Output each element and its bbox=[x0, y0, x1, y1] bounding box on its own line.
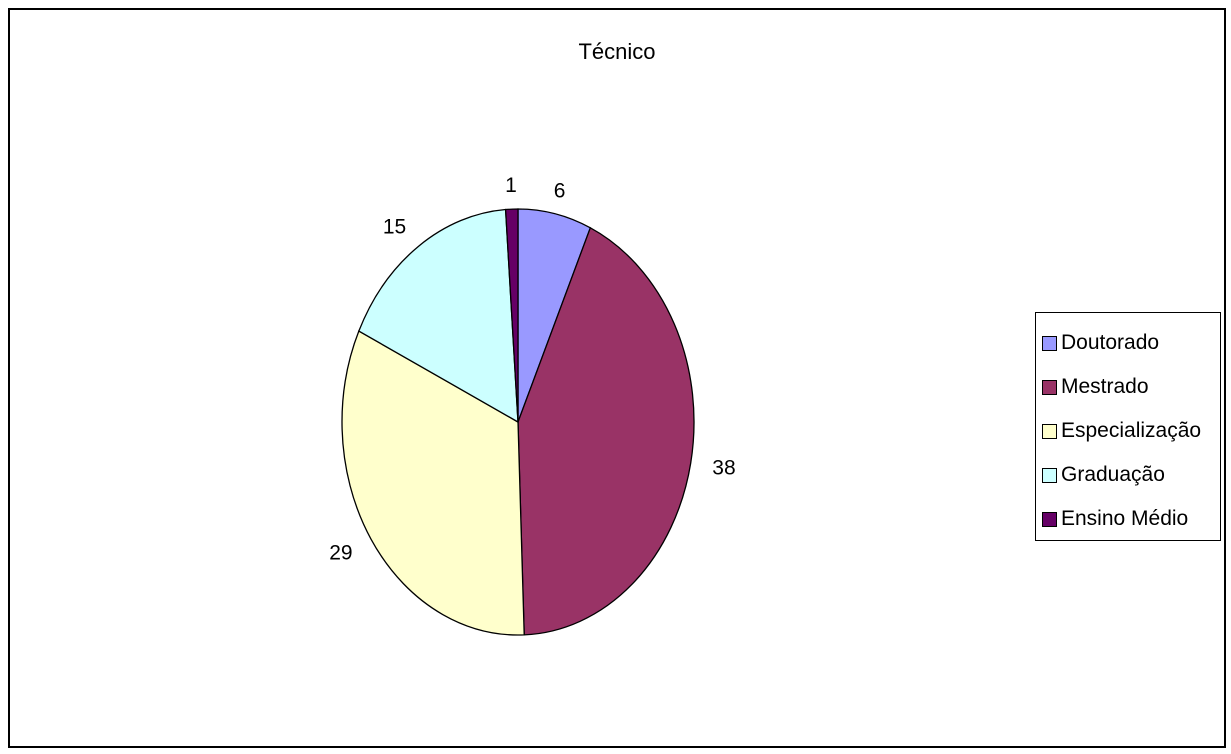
legend-label: Ensino Médio bbox=[1061, 507, 1189, 530]
chart-frame: Técnico 6 38 29 15 1 Doutorado Mestrado Especi… bbox=[8, 8, 1226, 748]
legend-swatch bbox=[1042, 423, 1057, 439]
legend-swatch bbox=[1042, 467, 1057, 483]
data-label-graduacao: 15 bbox=[383, 215, 406, 238]
legend-item-ensino-medio: Ensino Médio bbox=[1036, 497, 1220, 541]
pie-slice-graduacao bbox=[358, 208, 519, 424]
pie-slice-mestrado bbox=[517, 226, 695, 636]
legend-item-doutorado: Doutorado bbox=[1036, 321, 1220, 365]
legend-swatch bbox=[1042, 379, 1057, 395]
legend-swatch bbox=[1042, 335, 1057, 351]
legend-label: Especialização bbox=[1061, 419, 1202, 442]
data-label-doutorado: 6 bbox=[554, 179, 566, 202]
data-label-especializacao: 29 bbox=[329, 541, 352, 564]
legend: Doutorado Mestrado Especialização Graduação… bbox=[1035, 312, 1221, 541]
pie-slice-especializacao bbox=[341, 330, 525, 636]
legend-item-especializacao: Especialização bbox=[1036, 409, 1220, 453]
legend-item-mestrado: Mestrado bbox=[1036, 365, 1220, 409]
legend-swatch bbox=[1042, 511, 1057, 527]
data-label-mestrado: 38 bbox=[712, 457, 735, 480]
pie-chart: 6 38 29 15 1 bbox=[329, 174, 736, 636]
pie-slice-ensino-medio bbox=[504, 208, 519, 423]
legend-label: Graduação bbox=[1061, 463, 1165, 486]
legend-label: Mestrado bbox=[1061, 375, 1149, 398]
data-label-ensino-medio: 1 bbox=[505, 174, 517, 197]
legend-label: Doutorado bbox=[1061, 331, 1160, 354]
legend-item-graduacao: Graduação bbox=[1036, 453, 1220, 497]
chart-title: Técnico bbox=[578, 39, 656, 64]
